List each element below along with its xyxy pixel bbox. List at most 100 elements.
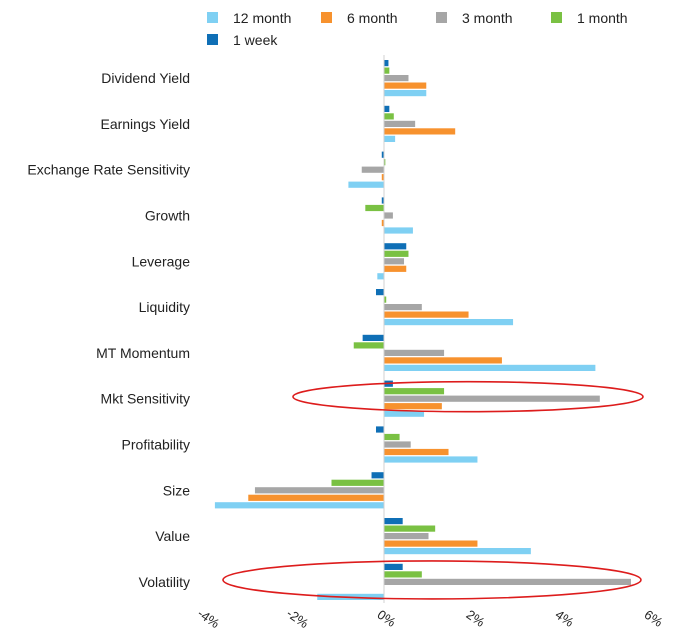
bar-profitability-12-month <box>384 456 478 463</box>
bar-dividend-yield-1-month <box>384 67 390 74</box>
x-axis-tick-labels: -4% -2% 0% 2% 4% 6% <box>195 606 666 632</box>
x-tick-label: 6% <box>642 607 666 630</box>
bar-group-growth <box>365 197 413 234</box>
x-tick-label: 4% <box>553 607 577 630</box>
bar-exchange-rate-sensitivity-1-week <box>381 151 384 158</box>
bar-profitability-1-week <box>375 426 384 433</box>
bar-dividend-yield-6-month <box>384 82 427 89</box>
x-tick-label: 0% <box>375 607 399 630</box>
legend-label-1-week: 1 week <box>233 32 278 48</box>
bar-earnings-yield-1-month <box>384 113 394 120</box>
bar-group-value <box>384 518 531 555</box>
category-label-profitability: Profitability <box>122 437 190 453</box>
category-label-mkt-sensitivity: Mkt Sensitivity <box>101 391 190 407</box>
bar-growth-12-month <box>384 227 413 234</box>
legend-swatch-3-month <box>436 12 447 23</box>
bar-earnings-yield-12-month <box>384 135 396 142</box>
category-label-size: Size <box>163 482 190 498</box>
bar-size-1-month <box>331 479 384 486</box>
bar-growth-3-month <box>384 212 393 219</box>
bar-mkt-sensitivity-12-month <box>384 410 425 417</box>
bar-mkt-sensitivity-3-month <box>384 395 600 402</box>
bar-mkt-sensitivity-1-month <box>384 388 445 395</box>
bar-dividend-yield-12-month <box>384 90 427 97</box>
bar-value-6-month <box>384 540 478 547</box>
bar-leverage-1-week <box>384 243 407 250</box>
bar-profitability-3-month <box>384 441 411 448</box>
bar-dividend-yield-3-month <box>384 75 409 82</box>
bar-earnings-yield-6-month <box>384 128 456 135</box>
bar-group-mt-momentum <box>353 334 596 371</box>
category-label-volatility: Volatility <box>139 574 190 590</box>
category-label-exchange-rate-sensitivity: Exchange Rate Sensitivity <box>27 162 190 178</box>
highlight-ellipse-mkt-sensitivity <box>292 380 644 413</box>
bar-growth-6-month <box>381 219 384 227</box>
bar-earnings-yield-1-week <box>384 105 390 112</box>
bar-mt-momentum-1-week <box>362 334 384 341</box>
bar-value-1-month <box>384 525 436 532</box>
bar-exchange-rate-sensitivity-1-month <box>384 159 386 166</box>
bar-size-12-month <box>214 502 384 509</box>
category-label-leverage: Leverage <box>132 253 191 269</box>
category-label-earnings-yield: Earnings Yield <box>100 116 190 132</box>
bar-liquidity-6-month <box>384 311 469 318</box>
legend-label-12-month: 12 month <box>233 10 291 26</box>
category-label-mt-momentum: MT Momentum <box>96 345 190 361</box>
bar-exchange-rate-sensitivity-6-month <box>381 174 384 181</box>
bar-area <box>214 60 631 600</box>
bar-group-volatility <box>317 563 631 600</box>
bar-volatility-1-week <box>384 563 403 570</box>
bar-profitability-1-month <box>384 433 400 441</box>
bar-mt-momentum-3-month <box>384 349 445 356</box>
category-labels: Dividend Yield Earnings Yield Exchange Rat… <box>27 70 190 590</box>
legend-swatch-1-week <box>207 34 218 45</box>
chart-legend: 12 month 6 month 3 month 1 month 1 week <box>207 10 628 48</box>
bar-exchange-rate-sensitivity-12-month <box>348 181 384 188</box>
bar-group-size <box>214 472 384 509</box>
bar-mkt-sensitivity-6-month <box>384 403 442 410</box>
bar-volatility-1-month <box>384 571 422 578</box>
bar-group-exchange-rate-sensitivity <box>348 151 386 188</box>
bar-profitability-6-month <box>384 448 449 456</box>
bar-mt-momentum-1-month <box>353 342 384 349</box>
legend-swatch-12-month <box>207 12 218 23</box>
bar-leverage-3-month <box>384 258 405 265</box>
bar-size-3-month <box>254 487 384 494</box>
bar-group-earnings-yield <box>384 105 456 142</box>
bar-leverage-1-month <box>384 250 409 257</box>
highlight-ellipse-volatility <box>222 560 642 600</box>
bar-growth-1-week <box>381 197 384 204</box>
legend-label-6-month: 6 month <box>347 10 398 26</box>
bar-group-leverage <box>377 243 409 280</box>
bar-exchange-rate-sensitivity-3-month <box>361 166 384 173</box>
bar-group-dividend-yield <box>384 60 427 97</box>
category-label-value: Value <box>155 528 190 544</box>
category-label-growth: Growth <box>145 208 190 224</box>
category-label-dividend-yield: Dividend Yield <box>101 70 190 86</box>
bar-dividend-yield-1-week <box>384 60 389 67</box>
category-label-liquidity: Liquidity <box>139 299 190 315</box>
bar-liquidity-1-week <box>375 289 384 296</box>
x-tick-label: -2% <box>284 606 312 632</box>
bar-mt-momentum-6-month <box>384 357 502 364</box>
x-tick-label: -4% <box>195 606 223 632</box>
bar-size-6-month <box>248 494 384 501</box>
bar-liquidity-3-month <box>384 304 422 311</box>
bar-group-profitability <box>375 426 478 463</box>
bar-volatility-3-month <box>384 578 631 585</box>
bar-growth-1-month <box>365 204 384 212</box>
bar-size-1-week <box>371 472 384 479</box>
legend-label-1-month: 1 month <box>577 10 628 26</box>
legend-swatch-6-month <box>321 12 332 23</box>
bar-earnings-yield-3-month <box>384 120 416 127</box>
bar-value-3-month <box>384 533 429 540</box>
bar-liquidity-12-month <box>384 319 514 326</box>
bar-group-liquidity <box>375 289 514 326</box>
bar-leverage-12-month <box>377 273 384 280</box>
legend-label-3-month: 3 month <box>462 10 513 26</box>
x-tick-label: 2% <box>464 607 488 630</box>
legend-swatch-1-month <box>551 12 562 23</box>
bar-value-1-week <box>384 518 403 525</box>
highlight-ellipses <box>222 380 644 600</box>
